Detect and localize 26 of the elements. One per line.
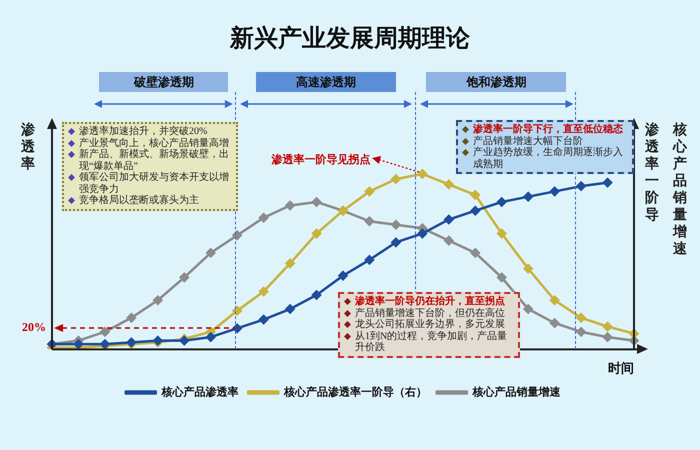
y-axis-title: 渗透率 [644,122,660,173]
text: 渗透率 [21,123,35,172]
x-axis-title: 时间 [608,360,634,376]
annotation: 渗透率一阶导仍在抬升，直至拐点 [355,296,505,308]
annotation: 龙头公司拓展业务边界，多元发展 [355,319,505,330]
legend-label: 核心产品渗透率一阶导（右） [282,385,427,398]
text: 渗透率一阶导见拐点 [271,154,370,166]
y3-axis-title: 核心产品销量增速 [672,122,688,258]
legend-label: 核心产品渗透率 [160,385,238,398]
annotation: 领军公司加大研发与资本开支以增强竞争力 [79,172,230,194]
text: 渗透率一阶导下行，直至低位稳态 [473,124,623,136]
text: 产品销量增速大幅下台阶 [473,136,583,146]
annotation: 竞争格局以垄断或寡头为主 [79,195,199,206]
text: 一阶导 [645,174,659,223]
annotation: 从1到N的过程，竞争加剧，产品量升价跌 [355,330,508,354]
text: 破壁渗透期 [99,72,228,92]
text: 渗透率加速抬升，并突破20% [79,126,208,138]
text: 饱和渗透期 [426,72,566,92]
text: 高速渗透期 [256,72,396,92]
legend-label: 核心产品销量增速 [471,385,562,398]
text: 新产品、新模式、新场景破壁，出现“爆款单品” [79,149,230,172]
text: 产业景气向上，核心产品销量高增 [79,138,229,148]
text: 20% [21,320,46,336]
chart-title: 新兴产业发展周期理论 [228,24,471,54]
text: 产业趋势放缓，生命周期逐渐步入成熟期 [473,147,624,170]
annotation: 产品销量增速下台阶，但仍在高位 [355,308,505,318]
